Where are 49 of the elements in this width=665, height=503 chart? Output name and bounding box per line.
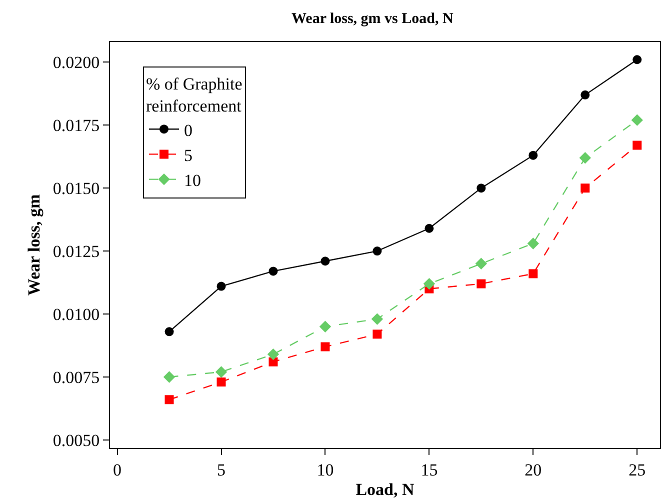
point [579, 152, 591, 164]
x-tick-label: 5 [217, 460, 226, 480]
point [268, 266, 278, 276]
x-tick-label: 25 [628, 460, 646, 480]
point [372, 330, 382, 339]
x-axis-title: Load, N [356, 480, 416, 499]
point [527, 238, 540, 250]
chart-title: Wear loss, gm vs Load, N [291, 11, 454, 28]
legend-label: 5 [184, 146, 192, 165]
point [267, 348, 280, 360]
point [320, 256, 330, 266]
x-tick-label: 15 [420, 460, 438, 480]
point [216, 282, 226, 291]
x-tick-label: 20 [524, 460, 542, 480]
y-tick-label: 0.0125 [52, 242, 100, 261]
y-tick-label: 0.0175 [52, 116, 100, 136]
y-axis-title: Wear loss, gm [24, 194, 44, 296]
point [163, 371, 176, 383]
point [475, 258, 488, 270]
point [580, 184, 590, 193]
x-tick-label: 0 [113, 460, 122, 480]
point [164, 395, 174, 404]
point [632, 55, 642, 64]
point [528, 269, 538, 278]
point [216, 378, 226, 387]
point [319, 320, 332, 332]
point [476, 184, 486, 193]
point [632, 140, 642, 150]
point [371, 313, 384, 325]
x-tick-label: 10 [316, 460, 334, 480]
y-tick-label: 0.0150 [52, 179, 100, 198]
y-tick-label: 0.0100 [52, 304, 100, 324]
point [372, 246, 382, 256]
y-tick-label: 0.0075 [52, 368, 100, 387]
legend-label: 10 [184, 170, 201, 190]
point [215, 366, 228, 378]
point [423, 278, 436, 290]
point [268, 357, 278, 366]
y-tick-label: 0.0200 [52, 53, 100, 72]
point [320, 342, 330, 352]
point [476, 279, 486, 288]
legend-title: % of Graphite reinforcement [146, 74, 242, 116]
point [164, 327, 174, 336]
legend-label: 0 [184, 120, 192, 140]
y-tick-label: 0.0050 [52, 430, 100, 450]
point [424, 224, 434, 233]
point [580, 90, 590, 100]
point [631, 114, 643, 126]
point [528, 150, 538, 160]
